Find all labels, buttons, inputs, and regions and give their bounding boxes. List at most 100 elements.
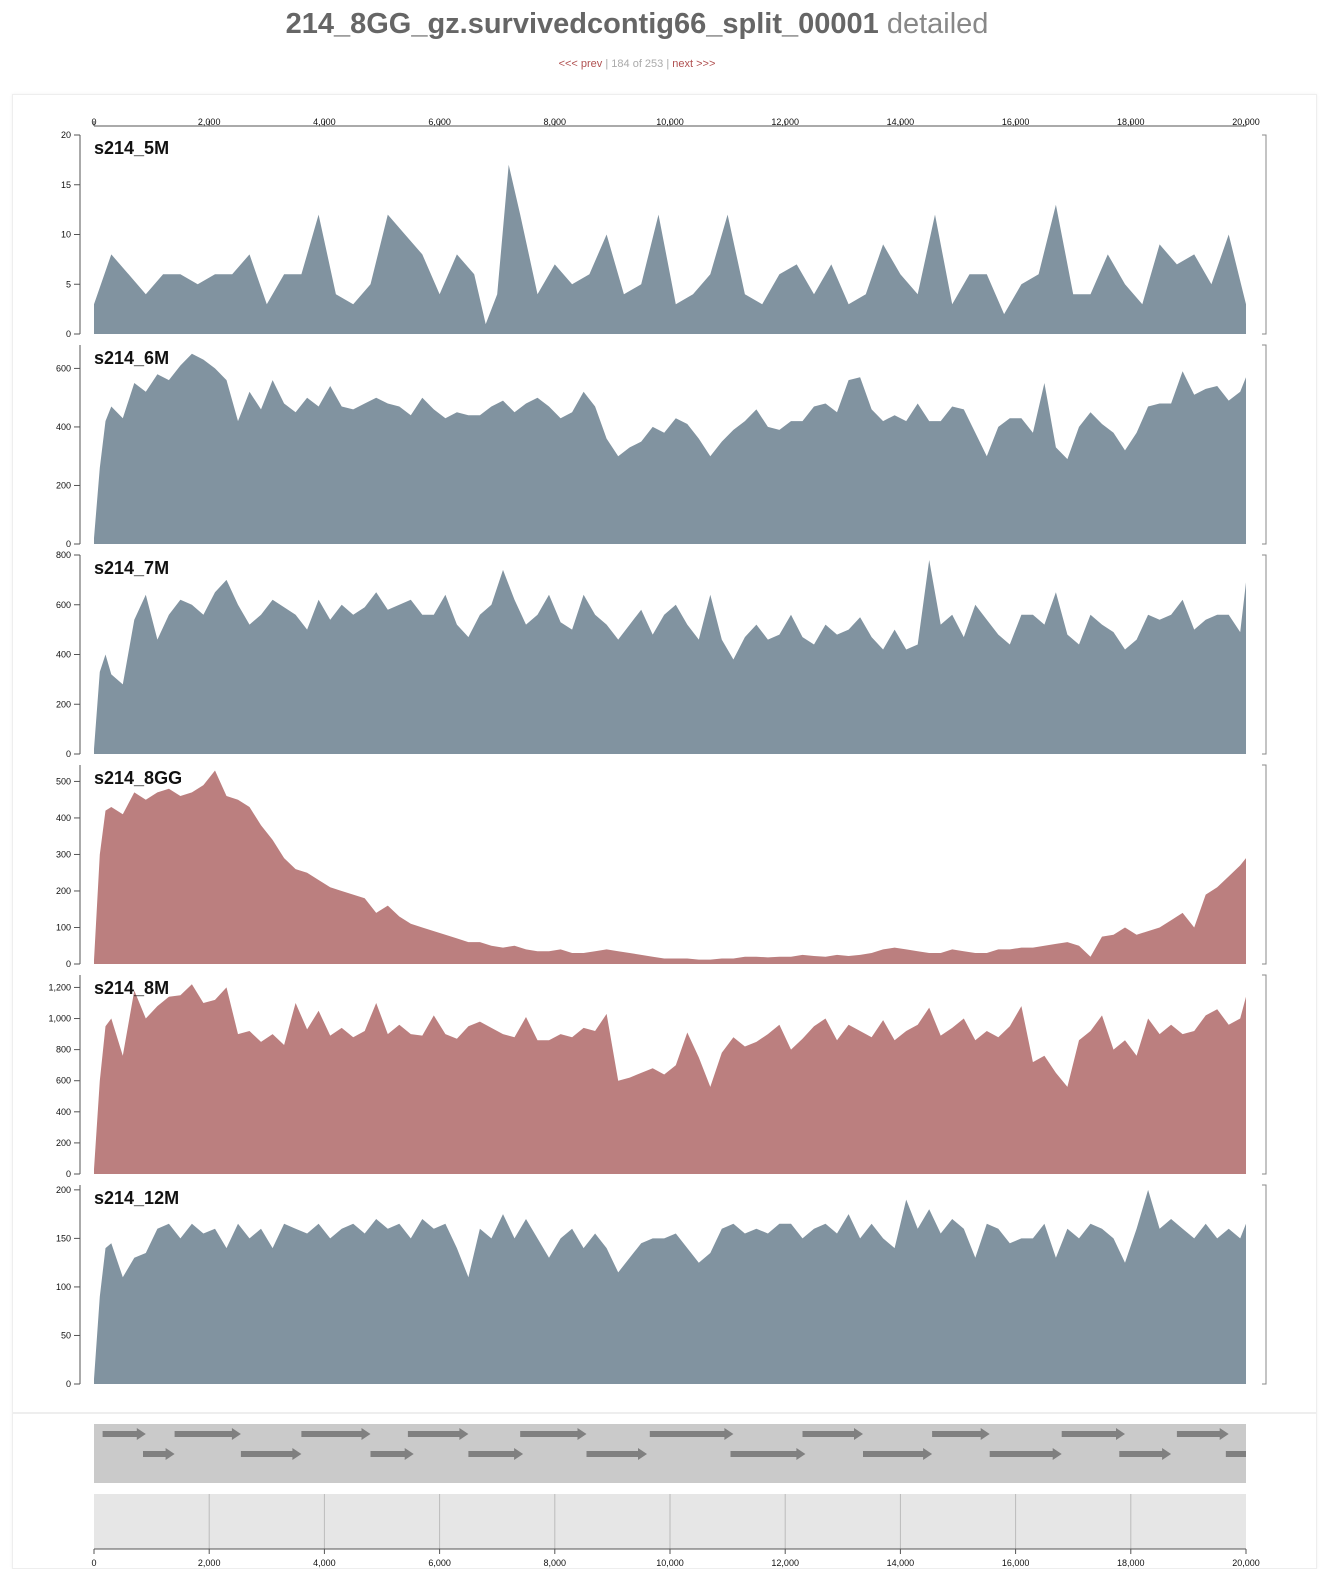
- y-tick-label: 400: [56, 422, 71, 432]
- y-tick-label: 100: [56, 922, 71, 932]
- top-x-tick-label: 18,000: [1117, 117, 1145, 127]
- y-tick-label: 800: [56, 550, 71, 560]
- page-position: 184 of 253: [611, 58, 664, 70]
- prev-link[interactable]: <<< prev: [558, 58, 603, 70]
- y-tick-label: 5: [66, 279, 71, 289]
- gene-arrow: [1119, 1448, 1172, 1460]
- bottom-x-tick-label: 10,000: [656, 1558, 684, 1568]
- top-x-tick-label: 16,000: [1002, 117, 1030, 127]
- y-tick-label: 0: [66, 1169, 71, 1179]
- bottom-x-tick-label: 6,000: [428, 1558, 451, 1568]
- y-tick-label: 600: [56, 363, 71, 373]
- bottom-x-tick-label: 20,000: [1232, 1558, 1260, 1568]
- y-tick-label: 0: [66, 749, 71, 759]
- y-tick-label: 150: [56, 1233, 71, 1243]
- contig-name: 214_8GG_gz.survivedcontig66_split_00001: [285, 8, 879, 40]
- gene-arrow: [520, 1428, 587, 1440]
- gene-arrow: [301, 1428, 371, 1440]
- y-tick-label: 200: [56, 699, 71, 709]
- y-tick-label: 0: [66, 329, 71, 339]
- gene-arrow: [863, 1448, 933, 1460]
- pagination-nav: <<< prev | 184 of 253 | next >>>: [558, 58, 716, 70]
- track-bracket: [1262, 764, 1267, 965]
- y-tick-label: 1,000: [48, 1014, 71, 1024]
- y-tick-label: 100: [56, 1282, 71, 1292]
- coverage-area-s214_12M: [94, 1189, 1246, 1384]
- gene-arrow: [989, 1448, 1062, 1460]
- track-label-s214_8GG: s214_8GG: [94, 768, 182, 788]
- track-bracket: [1262, 344, 1267, 545]
- coverage-chart: 0 2,000 4,000 6,000 8,000 10,000 12,000 14,000 1…: [13, 117, 1316, 1568]
- chart-panel: 0 2,000 4,000 6,000 8,000 10,000 12,000 14,000 1…: [12, 94, 1317, 1569]
- top-x-tick-label: 6,000: [428, 117, 451, 127]
- track-label-s214_7M: s214_7M: [94, 558, 169, 578]
- gene-arrow: [240, 1448, 302, 1460]
- title-suffix: detailed: [886, 8, 989, 40]
- gene-arrow: [1176, 1428, 1229, 1440]
- track-label-s214_8M: s214_8M: [94, 978, 169, 998]
- coverage-area-s214_8M: [94, 984, 1246, 1174]
- coverage-area-s214_5M: [94, 164, 1246, 334]
- y-tick-label: 200: [56, 1138, 71, 1148]
- gene-arrow: [730, 1448, 806, 1460]
- coverage-area-s214_7M: [94, 560, 1246, 754]
- gene-arrow: [802, 1428, 863, 1440]
- next-link[interactable]: next >>>: [672, 58, 716, 70]
- y-tick-label: 400: [56, 1107, 71, 1117]
- y-tick-label: 200: [56, 886, 71, 896]
- gene-arrow: [370, 1448, 414, 1460]
- y-tick-label: 600: [56, 600, 71, 610]
- gene-arrow: [1225, 1451, 1246, 1457]
- gene-arrow: [102, 1428, 146, 1440]
- top-x-tick-label: 2,000: [198, 117, 221, 127]
- track-label-s214_5M: s214_5M: [94, 138, 169, 158]
- y-tick-label: 800: [56, 1045, 71, 1055]
- bottom-x-tick-label: 16,000: [1002, 1558, 1030, 1568]
- bottom-x-tick-label: 2,000: [198, 1558, 221, 1568]
- top-x-tick-label: 0: [91, 117, 96, 127]
- y-tick-label: 15: [61, 180, 71, 190]
- bottom-x-tick-label: 14,000: [887, 1558, 915, 1568]
- gene-arrow: [468, 1448, 524, 1460]
- track-label-s214_12M: s214_12M: [94, 1188, 179, 1208]
- coverage-area-s214_8GG: [94, 770, 1246, 964]
- bottom-x-tick-label: 4,000: [313, 1558, 336, 1568]
- y-tick-label: 20: [61, 130, 71, 140]
- y-tick-label: 0: [66, 539, 71, 549]
- y-tick-label: 200: [56, 1185, 71, 1195]
- y-tick-label: 0: [66, 1379, 71, 1389]
- gene-arrow: [407, 1428, 469, 1440]
- gene-arrow: [586, 1448, 647, 1460]
- y-tick-label: 400: [56, 650, 71, 660]
- top-x-tick-label: 12,000: [771, 117, 799, 127]
- bottom-x-tick-label: 12,000: [771, 1558, 799, 1568]
- page-title: 214_8GG_gz.survivedcontig66_split_00001 …: [0, 8, 1274, 41]
- bottom-x-tick-label: 8,000: [544, 1558, 567, 1568]
- y-tick-label: 500: [56, 776, 71, 786]
- coverage-area-s214_6M: [94, 353, 1246, 544]
- bottom-x-tick-label: 0: [91, 1558, 96, 1568]
- y-tick-label: 200: [56, 480, 71, 490]
- y-tick-label: 600: [56, 1076, 71, 1086]
- y-tick-label: 300: [56, 849, 71, 859]
- y-tick-label: 10: [61, 230, 71, 240]
- track-bracket: [1262, 1184, 1267, 1385]
- y-tick-label: 1,200: [48, 982, 71, 992]
- top-x-tick-label: 20,000: [1232, 117, 1260, 127]
- track-bracket: [1262, 134, 1267, 335]
- top-x-tick-label: 4,000: [313, 117, 336, 127]
- top-x-tick-label: 10,000: [656, 117, 684, 127]
- gene-arrow: [143, 1448, 175, 1460]
- track-bracket: [1262, 554, 1267, 755]
- gene-arrow: [1061, 1428, 1125, 1440]
- track-bracket: [1262, 974, 1267, 1175]
- gene-arrow: [174, 1428, 241, 1440]
- y-tick-label: 50: [61, 1330, 71, 1340]
- y-tick-label: 400: [56, 813, 71, 823]
- bottom-x-tick-label: 18,000: [1117, 1558, 1145, 1568]
- top-x-tick-label: 14,000: [887, 117, 915, 127]
- gene-arrow: [932, 1428, 990, 1440]
- gene-arrow: [649, 1428, 734, 1440]
- track-label-s214_6M: s214_6M: [94, 348, 169, 368]
- y-tick-label: 0: [66, 959, 71, 969]
